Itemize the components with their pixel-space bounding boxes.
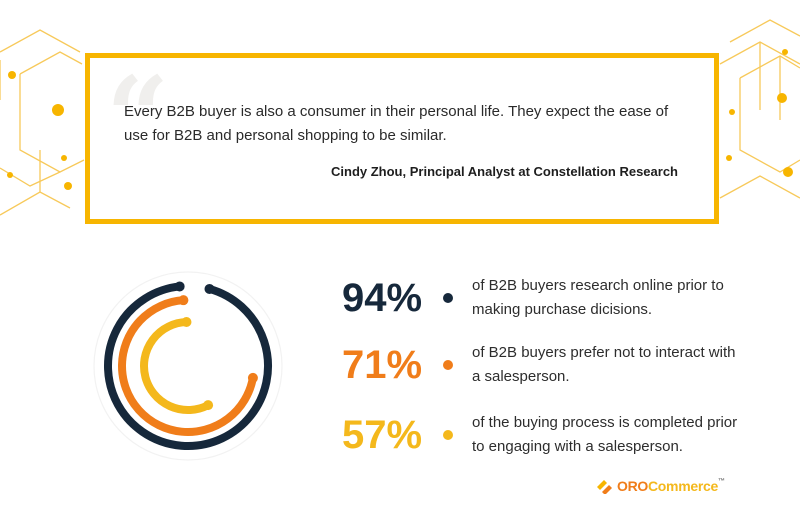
stat-percentage: 57%	[342, 413, 423, 457]
radial-progress-chart	[93, 271, 283, 461]
ring-endpoint-94-end	[204, 283, 215, 294]
ring-endpoint-94-start	[174, 281, 185, 292]
logo-trademark: ™	[717, 478, 725, 485]
stat-row-process-completed: 57% of the buying process is completed p…	[342, 410, 742, 460]
ring-arc-71	[118, 296, 257, 436]
quote-frame	[85, 53, 719, 224]
quote-author: Cindy Zhou, Principal Analyst at Constel…	[331, 164, 678, 179]
stat-description: of B2B buyers prefer not to interact wit…	[472, 344, 736, 385]
ring-arc-94	[104, 282, 272, 450]
stat-bullet-dot	[443, 360, 453, 370]
stat-description: of B2B buyers research online prior to m…	[472, 277, 724, 318]
stat-percentage: 71%	[342, 343, 423, 387]
stat-description: of the buying process is completed prior…	[472, 414, 738, 455]
ring-endpoint-71-start	[178, 295, 189, 306]
stat-percentage: 94%	[342, 276, 423, 320]
stat-row-online-research: 94% of B2B buyers research online prior …	[342, 273, 742, 323]
logo-prefix: ORO	[617, 478, 648, 494]
logo-text: OROCommerce™	[617, 478, 725, 494]
ring-endpoint-71-end	[247, 372, 258, 383]
chart-background-ring	[93, 271, 283, 461]
ring-endpoint-57-end	[203, 400, 214, 411]
stat-bullet-dot	[443, 430, 453, 440]
quote-mark-icon: “	[106, 52, 170, 181]
stat-bullet-dot	[443, 293, 453, 303]
orocommerce-logo-icon	[597, 480, 612, 494]
ring-arc-57	[140, 318, 213, 414]
ring-endpoint-57-start	[181, 317, 192, 328]
stat-row-avoid-salesperson: 71% of B2B buyers prefer not to interact…	[342, 340, 742, 390]
logo-name: Commerce	[648, 478, 718, 494]
quote-text: Every B2B buyer is also a consumer in th…	[124, 103, 669, 144]
